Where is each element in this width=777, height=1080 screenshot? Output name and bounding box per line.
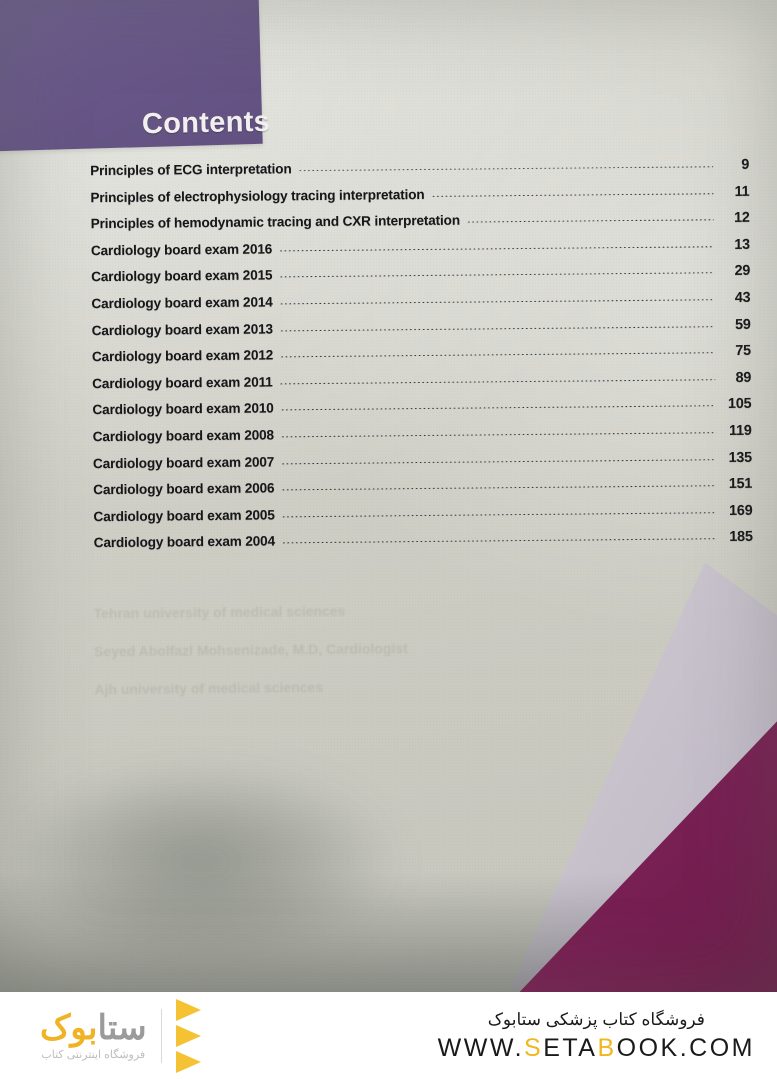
toc-dot-leader (466, 216, 714, 223)
toc-entry-page-number: 29 (734, 263, 751, 280)
toc-entry-label: Cardiology board exam 2005 (93, 507, 275, 524)
logo-wordmark: ستابوک فروشگاه اینترنتی کتاب (40, 1008, 147, 1062)
show-through-line-2: Seyed Abolfazl Mohsenizade, M.D, Cardiol… (93, 640, 408, 660)
logo-subtitle: فروشگاه اینترنتی کتاب (41, 1049, 146, 1062)
footer-brand-text: فروشگاه کتاب پزشکی ستابوک WWW.SETABOOK.C… (438, 1010, 755, 1063)
table-of-contents: Principles of ECG interpretation 9 Princip… (90, 157, 753, 562)
toc-entry-label: Cardiology board exam 2010 (92, 400, 274, 418)
toc-entry-label: Cardiology board exam 2006 (93, 480, 275, 498)
show-through-line-1: Tehran university of medical sciences (93, 602, 346, 622)
url-letter-b: B (597, 1033, 617, 1062)
toc-dot-leader (281, 455, 716, 464)
toc-entry-label: Cardiology board exam 2007 (92, 453, 275, 471)
toc-dot-leader (280, 429, 716, 438)
toc-entry-label: Cardiology board exam 2015 (91, 267, 273, 285)
toc-entry-label: Cardiology board exam 2012 (91, 347, 274, 365)
toc-entry-label: Cardiology board exam 2004 (93, 533, 276, 551)
toc-dot-leader (279, 242, 714, 252)
toc-entry-label: Cardiology board exam 2011 (92, 374, 273, 391)
toc-entry-page-number: 9 (741, 156, 750, 173)
url-prefix: WWW. (437, 1033, 525, 1062)
page-title: Contents (141, 105, 271, 141)
toc-entry-label: Principles of ECG interpretation (90, 161, 292, 179)
toc-dot-leader (279, 322, 715, 331)
toc-entry-label: Cardiology board exam 2008 (92, 427, 274, 445)
footer-tagline: فروشگاه کتاب پزشکی ستابوک (487, 1009, 705, 1029)
toc-entry-label: Principles of hemodynamic tracing and CX… (90, 212, 461, 232)
chevron-mark-icon (175, 999, 201, 1073)
toc-dot-leader (281, 482, 717, 491)
watermark-footer: ستابوک فروشگاه اینترنتی کتاب فروشگاه کتا… (0, 992, 777, 1080)
toc-entry-page-number: 12 (733, 210, 750, 227)
logo-main-text: ستابوک (40, 1008, 147, 1047)
toc-dot-leader (281, 508, 717, 518)
url-letters-eta: ETA (543, 1033, 598, 1062)
toc-dot-leader (431, 189, 714, 197)
toc-dot-leader (279, 269, 715, 278)
toc-entry-page-number: 11 (734, 183, 750, 200)
toc-entry-page-number: 105 (727, 396, 752, 413)
url-suffix: OOK.COM (616, 1033, 755, 1062)
show-through-text: Tehran university of medical sciences Se… (93, 590, 554, 709)
toc-entry-page-number: 135 (728, 449, 753, 466)
toc-entry-page-number: 169 (728, 502, 753, 519)
toc-entry-page-number: 119 (728, 422, 752, 439)
logo-word-part-2: بوک (40, 1008, 98, 1047)
toc-entry-label: Principles of electrophysiology tracing … (90, 186, 425, 205)
toc-dot-leader (279, 296, 715, 305)
toc-dot-leader (280, 402, 716, 411)
toc-entry-label: Cardiology board exam 2013 (91, 320, 273, 338)
toc-entry-page-number: 43 (734, 289, 751, 306)
logo-divider (160, 1009, 162, 1063)
toc-entry-page-number: 59 (734, 316, 751, 333)
toc-entry-page-number: 89 (735, 369, 752, 386)
toc-dot-leader (298, 163, 714, 172)
url-letter-s: S (524, 1033, 544, 1062)
toc-entry-page-number: 75 (735, 342, 752, 360)
toc-dot-leader (279, 375, 716, 385)
toc-entry-page-number: 151 (728, 475, 753, 493)
toc-entry-page-number: 13 (734, 236, 750, 253)
paper-sheet: Contents Tehran university of medical sc… (0, 0, 777, 992)
toc-entry-label: Cardiology board exam 2014 (91, 294, 273, 312)
toc-dot-leader (280, 349, 715, 358)
show-through-line-3: Ajh university of medical sciences (94, 679, 324, 698)
website-url[interactable]: WWW.SETABOOK.COM (438, 1034, 755, 1063)
toc-entry-page-number: 185 (729, 529, 753, 546)
logo-word-part-1: ستا (97, 1008, 147, 1047)
shadow-bottom-left (0, 732, 460, 992)
toc-entry-label: Cardiology board exam 2016 (90, 241, 273, 258)
toc-entry[interactable]: Cardiology board exam 2004 185 (94, 529, 753, 562)
setabook-logo[interactable]: ستابوک فروشگاه اینترنتی کتاب (40, 999, 201, 1073)
toc-dot-leader (281, 535, 717, 544)
